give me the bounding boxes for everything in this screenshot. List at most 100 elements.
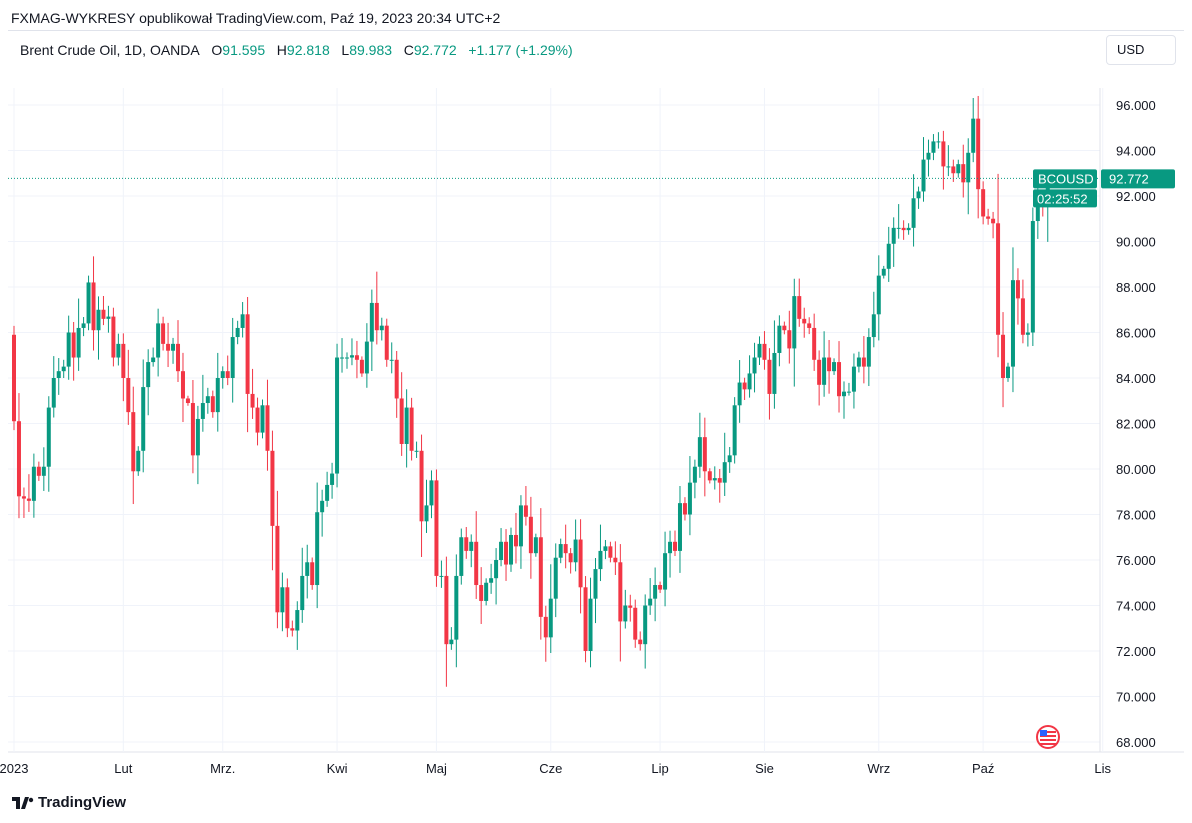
candle-body [464, 537, 469, 551]
candle-body [12, 334, 16, 422]
symbol-title: Brent Crude Oil, 1D, OANDA [20, 42, 200, 58]
candle-body [697, 437, 702, 467]
tradingview-logo[interactable]: TradingView [12, 794, 126, 811]
candle-body [161, 323, 166, 344]
candle-body [484, 582, 489, 601]
y-tick-label: 70.000 [1116, 690, 1156, 705]
candle-body [111, 316, 116, 358]
candle-body [543, 616, 548, 638]
candle-body [91, 282, 96, 331]
price-tag-value: 92.772 [1109, 171, 1149, 186]
candle-body [906, 227, 911, 231]
candle-body [807, 323, 812, 328]
candle-body [340, 357, 345, 359]
candle-body [568, 553, 573, 563]
candle-body [399, 398, 404, 444]
y-tick-label: 68.000 [1116, 735, 1156, 750]
us-flag-stripe [1040, 735, 1056, 737]
candle-body [434, 480, 439, 576]
y-tick-label: 96.000 [1116, 98, 1156, 113]
candle-body [692, 466, 697, 483]
candle-body [628, 605, 633, 608]
x-tick-label: Mrz. [210, 761, 235, 776]
candle-body [335, 357, 340, 474]
change-value: +1.177 (+1.29%) [468, 42, 573, 58]
candle-body [330, 473, 335, 485]
candle-body [106, 316, 111, 319]
candle-body [946, 166, 951, 168]
candle-body [151, 357, 156, 363]
x-tick-label: Lip [651, 761, 668, 776]
candle-body [812, 327, 817, 360]
candle-body [991, 218, 996, 224]
candle-body [141, 387, 146, 451]
candle-body [325, 484, 330, 501]
candle-body [459, 537, 464, 576]
candle-body [46, 407, 51, 467]
candle-body [379, 325, 384, 331]
close-label: C [403, 42, 414, 58]
candle-body [563, 544, 568, 554]
candle-body [608, 546, 613, 558]
candle-body [931, 141, 936, 153]
candle-body [76, 327, 81, 358]
candle-body [996, 223, 1001, 335]
candle-body [454, 575, 459, 640]
candle-body [598, 550, 603, 570]
candle-body [782, 325, 787, 331]
candle-body [176, 343, 181, 372]
candle-body [762, 343, 767, 360]
x-tick-label: Maj [426, 761, 447, 776]
y-tick-label: 78.000 [1116, 508, 1156, 523]
candle-body [747, 373, 752, 390]
candle-body [220, 371, 225, 378]
candle-body [881, 268, 886, 276]
candle-body [121, 343, 126, 378]
candle-body [1001, 334, 1006, 378]
candle-body [449, 639, 454, 645]
candle-body [494, 560, 499, 579]
candle-body [737, 382, 742, 406]
candle-body [876, 275, 881, 315]
candle-body [1020, 298, 1025, 335]
x-tick-label: Lut [114, 761, 132, 776]
candle-body [489, 578, 494, 583]
candle-body [305, 562, 310, 576]
candle-body [752, 357, 757, 374]
candle-body [787, 330, 792, 349]
currency-button[interactable]: USD [1106, 35, 1176, 65]
candle-body [66, 332, 71, 367]
candle-body [190, 403, 195, 456]
candle-body [921, 159, 926, 192]
candle-body [56, 371, 61, 378]
candle-body [896, 227, 901, 229]
candle-body [677, 503, 682, 551]
candle-body [275, 525, 280, 613]
candle-body [702, 437, 707, 472]
candle-body [802, 318, 807, 324]
x-tick-label: Wrz [867, 761, 890, 776]
candle-body [727, 455, 732, 463]
candle-body [891, 227, 896, 244]
countdown-tag [1033, 189, 1097, 208]
candle-body [389, 359, 394, 361]
candle-body [250, 393, 255, 408]
symbol-tag-label: BCOUSD [1038, 171, 1094, 186]
low-label: L [341, 42, 350, 58]
tradingview-logo-icon [12, 796, 34, 809]
y-tick-label: 72.000 [1116, 644, 1156, 659]
candle-body [886, 243, 891, 269]
candle-body [364, 341, 369, 374]
candle-body [866, 337, 871, 367]
candle-body [767, 359, 772, 394]
symbol-tag [1033, 169, 1097, 189]
candle-body [499, 541, 504, 560]
candle-body [31, 466, 36, 501]
candle-body [603, 546, 608, 551]
candle-body [369, 302, 374, 342]
y-tick-label: 84.000 [1116, 371, 1156, 386]
candle-body [851, 366, 856, 392]
candle-body [509, 534, 513, 565]
candle-body [414, 450, 419, 452]
